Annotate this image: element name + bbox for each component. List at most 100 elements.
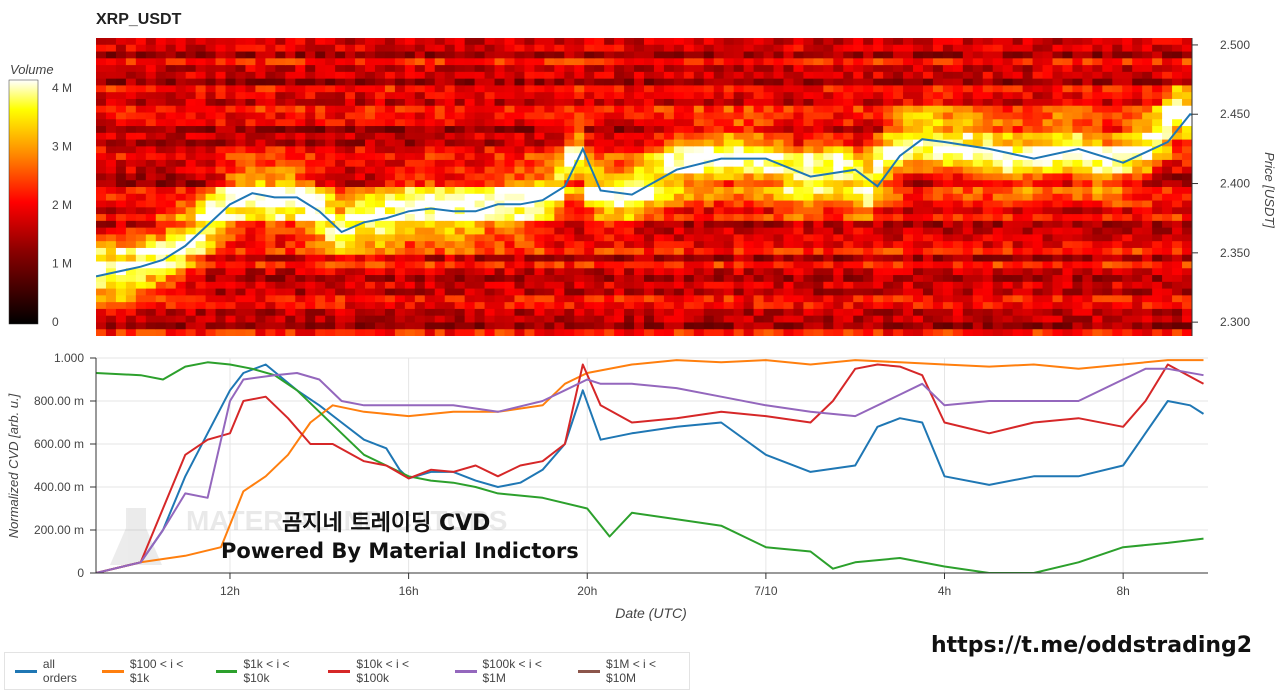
heatmap-cell — [763, 200, 775, 208]
heatmap-cell — [384, 295, 396, 303]
heatmap-cell — [165, 315, 177, 324]
heatmap-cell — [1032, 119, 1044, 127]
heatmap-cell — [883, 207, 894, 215]
heatmap-cell — [942, 220, 954, 229]
heatmap-cell — [982, 295, 994, 303]
heatmap-cell — [982, 302, 994, 310]
heatmap-cell — [952, 261, 964, 269]
heatmap-cell — [1062, 119, 1074, 127]
legend-item[interactable]: $1M < i < $10M — [578, 657, 689, 685]
heatmap-cell — [1052, 234, 1064, 242]
heatmap-cell — [454, 58, 466, 66]
heatmap-cell — [325, 329, 336, 336]
heatmap-cell — [115, 322, 127, 330]
heatmap-cell — [1102, 288, 1113, 296]
heatmap-cell — [345, 275, 356, 283]
heatmap-cell — [115, 105, 127, 114]
heatmap-cell — [683, 153, 695, 161]
heatmap-cell — [833, 166, 844, 175]
heatmap-cell — [394, 227, 406, 236]
heatmap-cell — [554, 200, 565, 208]
heatmap-cell — [614, 173, 625, 181]
heatmap-cell — [813, 180, 824, 188]
heatmap-cell — [932, 200, 944, 208]
heatmap-cell — [823, 234, 834, 242]
heatmap-cell — [474, 329, 486, 336]
heatmap-cell — [424, 98, 436, 107]
legend-item[interactable]: all orders — [15, 657, 92, 685]
heatmap-cell — [1182, 281, 1192, 290]
heatmap-cell — [115, 180, 127, 188]
heatmap-cell — [165, 281, 177, 290]
heatmap-cell — [863, 71, 874, 80]
heatmap-cell — [384, 132, 396, 141]
heatmap-cell — [454, 153, 466, 161]
legend-item[interactable]: $100 < i < $1k — [101, 657, 206, 685]
heatmap-cell — [374, 38, 386, 46]
heatmap-cell — [713, 220, 725, 229]
heatmap-cell — [225, 98, 237, 107]
heatmap-cell — [663, 308, 675, 317]
heatmap-cell — [175, 153, 187, 161]
heatmap-cell — [1052, 166, 1064, 175]
heatmap-cell — [833, 85, 844, 93]
heatmap-cell — [524, 288, 535, 296]
heatmap-cell — [355, 71, 366, 80]
heatmap-cell — [315, 132, 326, 141]
heatmap-cell — [663, 153, 675, 161]
heatmap-cell — [315, 207, 326, 215]
heatmap-cell — [145, 268, 157, 276]
heatmap-cell — [723, 119, 735, 127]
heatmap-cell — [165, 51, 177, 59]
heatmap-cell — [464, 322, 476, 330]
heatmap-cell — [335, 126, 346, 134]
heatmap-cell — [305, 58, 316, 66]
heatmap-cell — [952, 193, 964, 202]
heatmap-cell — [1012, 214, 1024, 222]
heatmap-cell — [325, 119, 336, 127]
heatmap-cell — [235, 207, 247, 215]
heatmap-cell — [922, 207, 934, 215]
heatmap-cell — [115, 193, 127, 202]
heatmap-cell — [1152, 159, 1163, 168]
heatmap-cell — [544, 65, 555, 73]
heatmap-cell — [813, 288, 824, 296]
heatmap-cell — [962, 132, 974, 141]
heatmap-cell — [992, 322, 1004, 330]
heatmap-cell — [683, 227, 695, 236]
heatmap-cell — [544, 261, 555, 269]
heatmap-cell — [1092, 132, 1103, 141]
heatmap-cell — [833, 220, 844, 229]
heatmap-cell — [325, 295, 336, 303]
heatmap-cell — [115, 38, 127, 46]
heatmap-cell — [125, 329, 137, 336]
heatmap-cell — [1052, 329, 1064, 336]
heatmap-cell — [942, 281, 954, 290]
legend-item[interactable]: $100k < i < $1M — [454, 657, 569, 685]
heatmap-cell — [235, 295, 247, 303]
heatmap-cell — [733, 146, 745, 154]
heatmap-cell — [554, 98, 565, 107]
heatmap-cell — [424, 153, 436, 161]
heatmap-cell — [922, 187, 934, 195]
legend-item[interactable]: $10k < i < $100k — [328, 657, 444, 685]
heatmap-cell — [1082, 38, 1093, 46]
heatmap-cell — [1172, 281, 1183, 290]
heatmap-cell — [1012, 92, 1024, 100]
legend-item[interactable]: $1k < i < $10k — [215, 657, 319, 685]
heatmap-cell — [534, 241, 545, 249]
telegram-link[interactable]: https://t.me/oddstrading2 — [931, 633, 1253, 658]
heatmap-cell — [753, 220, 765, 229]
heatmap-cell — [325, 58, 336, 66]
heatmap-cell — [653, 187, 665, 195]
heatmap-cell — [992, 281, 1004, 290]
heatmap-cell — [534, 295, 545, 303]
heatmap-cell — [534, 166, 545, 175]
heatmap-cell — [1032, 295, 1044, 303]
heatmap-cell — [883, 85, 894, 93]
heatmap-cell — [913, 261, 924, 269]
heatmap-cell — [1152, 71, 1163, 80]
heatmap-cell — [843, 187, 854, 195]
heatmap-cell — [673, 139, 685, 147]
heatmap-cell — [932, 146, 944, 154]
